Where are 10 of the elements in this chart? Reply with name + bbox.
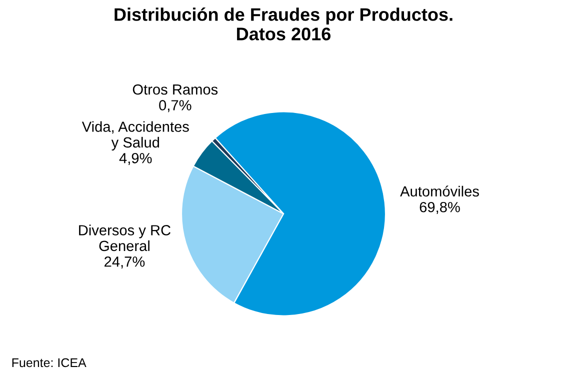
slice-label: Vida, Accidentes y Salud — [82, 121, 189, 150]
data-label: 4,9% — [119, 152, 152, 166]
data-label: 69,8% — [420, 202, 460, 214]
data-label: 24,7% — [104, 256, 145, 269]
source-note: Fuente: ICEA — [12, 358, 86, 368]
data-label: 0,7% — [159, 100, 192, 112]
slice-label: Otros Ramos — [132, 84, 218, 95]
slice-label: Automóviles — [400, 186, 479, 197]
chart-title: Distribución de Fraudes por Productos. Datos 2016 — [114, 8, 452, 40]
slice-label: Diversos y RC General — [79, 224, 171, 252]
